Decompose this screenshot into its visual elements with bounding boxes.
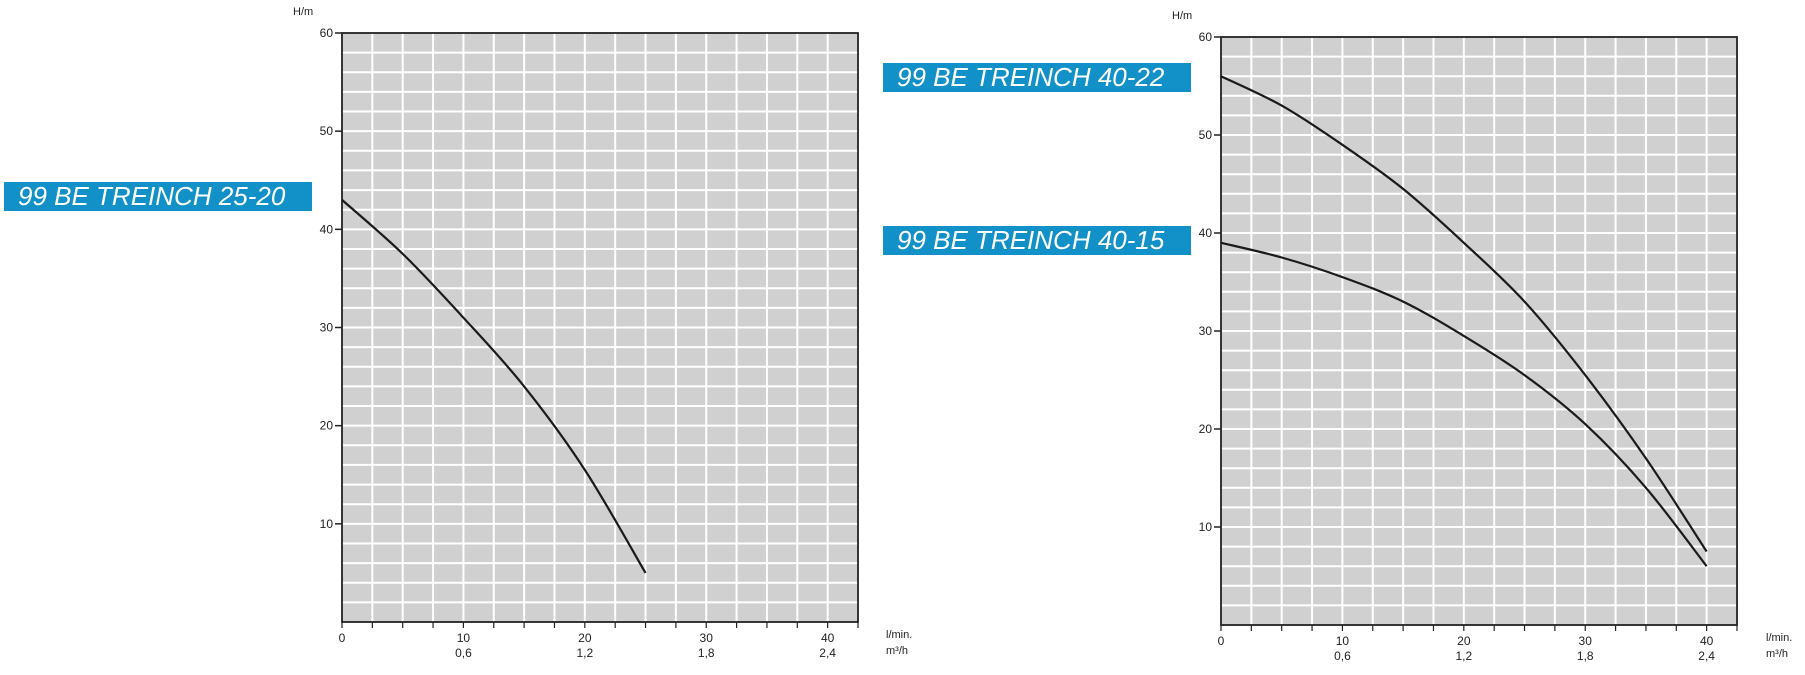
model-label-40-22: 99 BE TREINCH 40-22 [883, 63, 1191, 92]
x-axis-title-bottom: m³/h [886, 645, 908, 657]
x-tick-label: 30 [1579, 634, 1593, 648]
x-tick-label: 0 [339, 631, 346, 645]
x-tick-label: 20 [578, 631, 592, 645]
x-axis-title-top: l/min. [1766, 632, 1792, 644]
x-axis-title-bottom: m³/h [1766, 648, 1788, 660]
model-label-25-20: 99 BE TREINCH 25-20 [4, 182, 312, 211]
x-axis-title-top: l/min. [886, 629, 912, 641]
x-tick-label-secondary: 2,4 [819, 646, 836, 660]
grid [1221, 37, 1737, 625]
x-tick-label-secondary: 0,6 [455, 646, 472, 660]
x-tick-label-secondary: 1,2 [576, 646, 593, 660]
x-tick-label-secondary: 2,4 [1698, 649, 1715, 663]
y-tick-label: 30 [1199, 324, 1213, 338]
y-tick-label: 40 [1199, 226, 1213, 240]
x-tick-label: 10 [1336, 634, 1350, 648]
x-tick-label-secondary: 1,2 [1455, 649, 1472, 663]
grid [342, 33, 858, 622]
y-tick-label: 50 [1199, 128, 1213, 142]
x-tick-label: 30 [700, 631, 714, 645]
pump-curve-line-1 [341, 199, 647, 574]
pump-curve-line-1 [1220, 75, 1708, 553]
y-tick-label: 60 [320, 26, 334, 40]
y-axis-title: H/m [293, 6, 313, 18]
pump-curve-line-2 [1220, 241, 1708, 567]
y-tick-label: 10 [1199, 520, 1213, 534]
y-tick-label: 10 [320, 517, 334, 531]
x-tick-label: 40 [1700, 634, 1714, 648]
y-tick-label: 40 [320, 222, 334, 236]
y-tick-label: 20 [320, 419, 334, 433]
model-label-40-15: 99 BE TREINCH 40-15 [883, 226, 1191, 255]
x-tick-label: 0 [1218, 634, 1225, 648]
y-tick-label: 30 [320, 321, 334, 335]
x-tick-label-secondary: 1,8 [1577, 649, 1594, 663]
x-tick-label-secondary: 1,8 [698, 646, 715, 660]
x-tick-label: 20 [1457, 634, 1471, 648]
y-axis-title: H/m [1172, 10, 1192, 22]
y-tick-label: 50 [320, 124, 334, 138]
y-tick-label: 20 [1199, 422, 1213, 436]
x-tick-label: 40 [821, 631, 835, 645]
y-tick-label: 60 [1199, 30, 1213, 44]
x-tick-label: 10 [457, 631, 471, 645]
x-tick-label-secondary: 0,6 [1334, 649, 1351, 663]
